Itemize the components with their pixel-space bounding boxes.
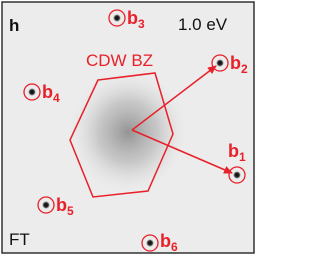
peak-index: 1 — [239, 150, 246, 164]
energy-label: 1.0 eV — [178, 15, 228, 34]
peak-dot — [28, 88, 36, 96]
peak-letter: b — [42, 82, 53, 102]
peak-index: 2 — [241, 62, 248, 76]
peak-dot — [113, 14, 121, 22]
peak-dot — [233, 171, 241, 179]
peak-dot — [42, 201, 50, 209]
peak-letter: b — [56, 195, 67, 215]
central-intensity — [68, 70, 188, 194]
peak-letter: b — [228, 141, 239, 161]
figure-panel: b1 b2 b3 b4 b5 b6 h 1.0 eV CDW BZ FT — [0, 0, 256, 255]
peak-dot — [146, 239, 154, 247]
peak-index: 4 — [53, 91, 60, 105]
peak-index: 5 — [67, 204, 74, 218]
panel-label: h — [9, 16, 19, 35]
peak-letter: b — [127, 8, 138, 28]
peak-index: 3 — [138, 17, 145, 31]
peak-letter: b — [160, 231, 171, 251]
image-label: FT — [9, 230, 30, 249]
zone-label: CDW BZ — [86, 51, 153, 70]
peak-index: 6 — [171, 240, 178, 254]
peak-letter: b — [230, 53, 241, 73]
peak-dot — [216, 59, 224, 67]
